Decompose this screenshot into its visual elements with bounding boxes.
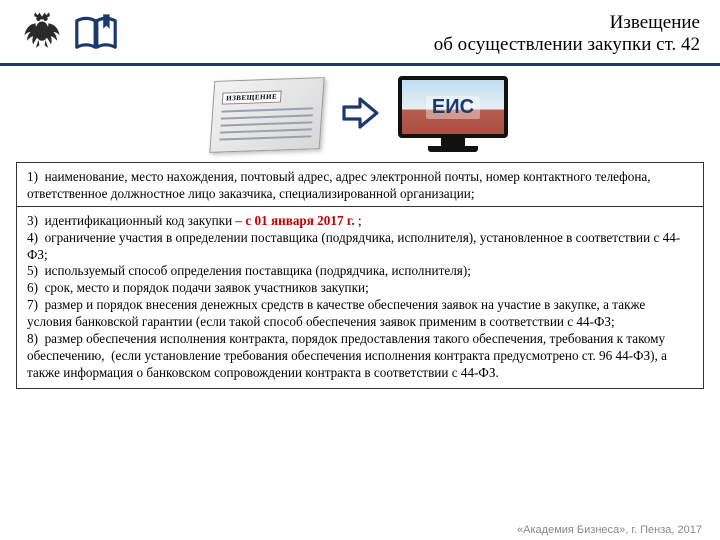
book-emblem-icon xyxy=(72,11,120,58)
illustration-row: ИЗВЕЩЕНИЕ ЕИС xyxy=(0,66,720,162)
item-4: 4) ограничение участия в определении пос… xyxy=(27,230,693,264)
newspaper-icon: ИЗВЕЩЕНИЕ xyxy=(209,77,324,153)
title-line-2: об осуществлении закупки ст. 42 xyxy=(120,34,700,56)
page-title: Извещение об осуществлении закупки ст. 4… xyxy=(120,10,700,56)
title-line-1: Извещение xyxy=(120,12,700,34)
content-box-2: 3) идентификационный код закупки – с 01 … xyxy=(16,206,704,389)
footer-credit: «Академия Бизнеса», г. Пенза, 2017 xyxy=(517,524,702,536)
item-6: 6) срок, место и порядок подачи заявок у… xyxy=(27,280,693,297)
arrow-right-icon xyxy=(340,93,380,138)
monitor-label: ЕИС xyxy=(426,96,480,119)
item-3-suffix: ; xyxy=(355,213,362,228)
item-1: 1) наименование, место нахождения, почто… xyxy=(27,169,693,203)
item-3-red: с 01 января 2017 г. xyxy=(245,213,354,228)
newspaper-label: ИЗВЕЩЕНИЕ xyxy=(222,91,282,105)
item-3: 3) идентификационный код закупки – с 01 … xyxy=(27,213,693,230)
emblems xyxy=(20,10,120,59)
monitor-icon: ЕИС xyxy=(398,76,508,154)
header: Извещение об осуществлении закупки ст. 4… xyxy=(0,0,720,66)
eagle-emblem-icon xyxy=(20,10,64,59)
item-8: 8) размер обеспечения исполнения контрак… xyxy=(27,331,693,382)
monitor-screen: ЕИС xyxy=(398,76,508,138)
item-7: 7) размер и порядок внесения денежных ср… xyxy=(27,297,693,331)
item-5: 5) используемый способ определения поста… xyxy=(27,263,693,280)
item-3-prefix: 3) идентификационный код закупки – xyxy=(27,213,245,228)
